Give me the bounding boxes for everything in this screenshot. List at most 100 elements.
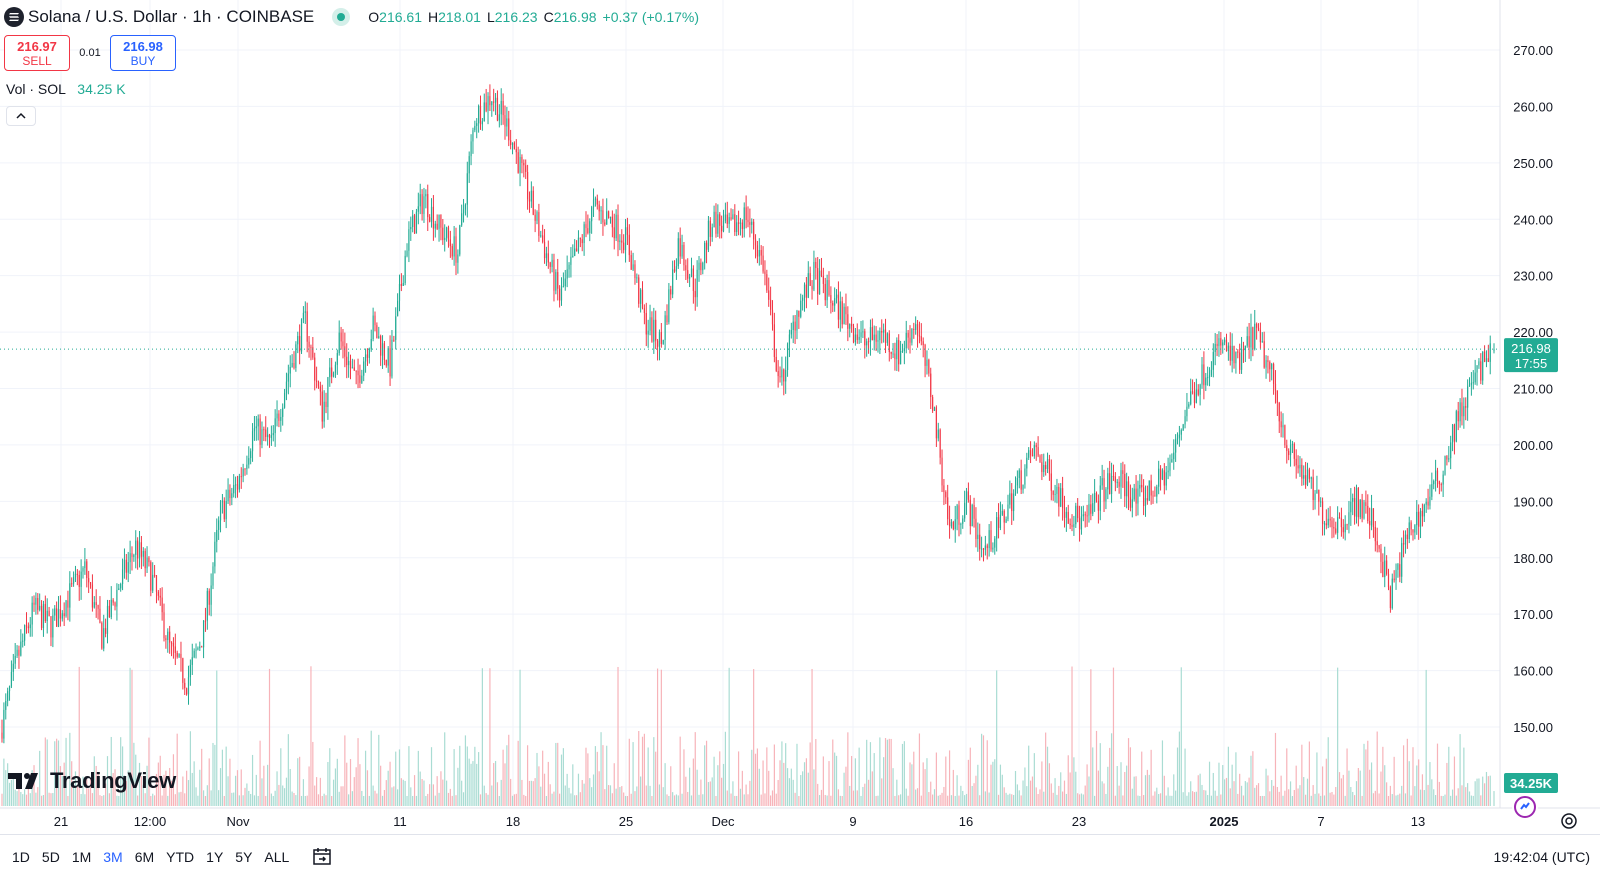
candle-body <box>65 600 67 617</box>
volume-bar <box>103 795 105 806</box>
volume-bar <box>146 765 148 806</box>
range-ytd[interactable]: YTD <box>166 849 195 865</box>
candle-body <box>1272 364 1275 384</box>
collapse-legend-button[interactable] <box>6 106 36 126</box>
candle-body <box>824 283 826 301</box>
volume-bar <box>689 767 691 806</box>
candle-body <box>1467 386 1469 408</box>
candle-body <box>1190 391 1192 405</box>
volume-bar <box>18 776 20 806</box>
candle-body <box>555 272 557 291</box>
candle-body <box>59 609 61 619</box>
volume-bar <box>1045 732 1047 806</box>
volume-bar <box>412 795 414 806</box>
candle-body <box>687 270 689 279</box>
candle-body <box>474 125 476 131</box>
range-5d[interactable]: 5D <box>41 849 60 865</box>
candle-body <box>1071 524 1073 527</box>
assistant-icon[interactable] <box>1512 794 1538 820</box>
volume-bar <box>1107 766 1109 806</box>
volume-bar <box>14 789 16 806</box>
range-5y[interactable]: 5Y <box>235 849 253 865</box>
range-1d[interactable]: 1D <box>12 849 30 865</box>
candle-body <box>1389 587 1391 609</box>
range-6m[interactable]: 6M <box>134 849 155 865</box>
volume-bar <box>33 765 35 806</box>
range-3m[interactable]: 3M <box>103 849 123 865</box>
candle-body <box>1082 514 1084 517</box>
candle-body <box>153 574 156 576</box>
volume-bar <box>572 764 574 806</box>
volume-bar <box>700 779 702 806</box>
tradingview-logo[interactable]: TradingView <box>8 768 176 794</box>
sell-button[interactable]: 216.97 SELL <box>4 35 70 71</box>
volume-bar <box>1235 752 1237 806</box>
volume-legend[interactable]: Vol · SOL 34.25 K <box>6 81 126 97</box>
range-1y[interactable]: 1Y <box>206 849 224 865</box>
candle-body <box>1329 518 1331 521</box>
candle-body <box>606 211 608 225</box>
volume-bar <box>1256 785 1258 806</box>
candle-body <box>502 100 504 116</box>
candle-body <box>1227 345 1229 351</box>
candle-body <box>1380 548 1382 562</box>
candle-body <box>129 553 131 563</box>
volume-bar <box>504 763 506 806</box>
candle-body <box>1459 402 1461 422</box>
volume-bar <box>131 669 133 806</box>
candle-body <box>1060 488 1062 507</box>
candle-body <box>1210 369 1213 376</box>
volume-bar <box>214 744 216 806</box>
candle-body <box>1067 511 1069 524</box>
volume-bar <box>1378 793 1380 806</box>
candle-body <box>1433 481 1435 485</box>
candle-body <box>753 221 755 240</box>
volume-bar <box>1184 748 1186 806</box>
volume-bar <box>1436 743 1439 806</box>
utc-clock[interactable]: 19:42:04 (UTC) <box>1493 849 1590 865</box>
candle-body <box>592 199 595 208</box>
buy-button[interactable]: 216.98 BUY <box>110 35 176 71</box>
volume-bar <box>1152 795 1154 806</box>
candle-body <box>1340 518 1343 528</box>
volume-bar <box>1316 752 1318 806</box>
volume-bar <box>361 790 363 806</box>
candle-body <box>413 215 416 234</box>
volume-bar <box>613 763 615 806</box>
volume-bar <box>363 795 365 806</box>
volume-bar <box>928 792 930 806</box>
symbol-title[interactable]: Solana / U.S. Dollar · 1h · COINBASE <box>28 7 315 26</box>
volume-bar <box>1101 781 1103 806</box>
volume-bar <box>1248 777 1250 806</box>
candle-body <box>462 209 465 214</box>
volume-bar <box>877 795 879 806</box>
candle-body <box>1438 481 1440 485</box>
volume-bar <box>295 795 297 806</box>
volume-bar <box>1459 734 1461 806</box>
volume-bar <box>536 752 538 806</box>
volume-bar <box>542 750 544 806</box>
range-1m[interactable]: 1M <box>71 849 92 865</box>
candle-body <box>1188 404 1190 407</box>
candle-body <box>393 339 395 341</box>
candle-body <box>609 216 612 219</box>
candle-body <box>67 600 69 608</box>
volume-bar <box>834 752 836 806</box>
candle-body <box>1013 493 1015 512</box>
gear-icon[interactable] <box>1560 812 1578 835</box>
countdown-label: 17:55 <box>1515 356 1548 371</box>
candle-body <box>1395 569 1397 581</box>
volume-bar <box>964 795 966 806</box>
candle-body <box>939 429 941 458</box>
volume-bar <box>1158 794 1160 806</box>
volume-bar <box>851 755 853 806</box>
range-all[interactable]: ALL <box>264 849 290 865</box>
time-tick-label: Nov <box>226 814 250 829</box>
candle-body <box>1197 389 1199 395</box>
calendar-range-icon[interactable] <box>311 847 333 867</box>
candle-body <box>871 327 873 341</box>
volume-bar <box>730 793 732 806</box>
candle-body <box>705 242 708 250</box>
candle-body <box>557 272 559 289</box>
